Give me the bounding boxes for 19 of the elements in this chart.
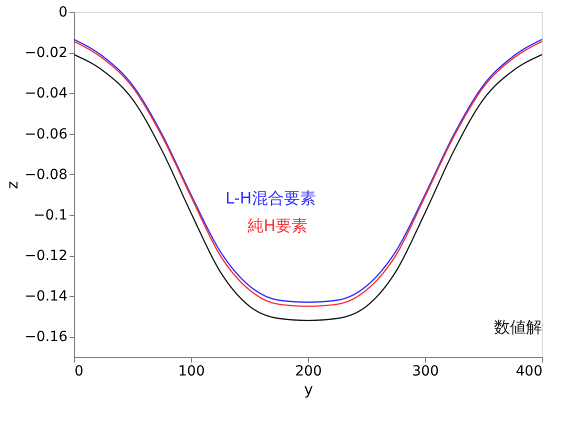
text: 純H要素 bbox=[248, 216, 308, 235]
y-tick-label: −0.16 bbox=[24, 329, 68, 346]
y-tick-label: −0.14 bbox=[24, 288, 68, 305]
y-tick-label: −0.1 bbox=[34, 207, 68, 224]
y-tick-label: −0.12 bbox=[24, 248, 68, 264]
x-tick-label: 300 bbox=[412, 364, 439, 380]
y-tick-label: −0.04 bbox=[24, 86, 68, 102]
y-axis-title: z bbox=[4, 180, 22, 189]
y-tick-label: −0.02 bbox=[24, 45, 68, 62]
x-tick-label: 400 bbox=[516, 364, 542, 380]
text: 数値解 bbox=[494, 318, 542, 337]
y-tick-label: −0.06 bbox=[24, 126, 68, 142]
x-tick-label: 200 bbox=[295, 364, 322, 380]
x-tick-label: 0 bbox=[74, 364, 84, 380]
x-axis-title: y bbox=[304, 380, 314, 398]
x-tick-label: 100 bbox=[178, 364, 205, 380]
series-label: L-H混合要素 bbox=[225, 188, 316, 208]
y-tick-label: 0 bbox=[58, 4, 68, 20]
y-tick-label: −0.08 bbox=[24, 166, 68, 183]
